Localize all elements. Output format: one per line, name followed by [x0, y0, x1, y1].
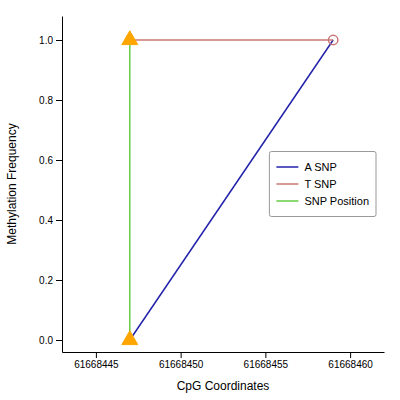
y-tick-label: 0.6 [39, 155, 53, 166]
x-tick: 61668450 [159, 352, 204, 370]
y-tick: 1.0 [39, 35, 62, 46]
x-axis: 61668445 61668450 61668455 61668460 [63, 352, 385, 370]
x-tick: 61668460 [328, 352, 373, 370]
plot: 616684456166845061668455616684600.00.20.… [5, 17, 385, 394]
y-tick: 0.6 [39, 155, 62, 166]
legend-label: SNP Position [304, 195, 369, 207]
x-tick-mark [265, 352, 266, 358]
legend: A SNP T SNP SNP Position [269, 152, 376, 217]
x-tick-mark [96, 352, 97, 358]
x-tick-mark [181, 352, 182, 358]
legend-label: T SNP [304, 178, 336, 190]
chart: 616684456166845061668455616684600.00.20.… [0, 0, 400, 400]
point-marker [328, 35, 337, 44]
point-marker [122, 31, 138, 45]
y-tick-mark [56, 160, 62, 161]
legend-swatch [276, 183, 298, 185]
x-tick-label: 61668455 [244, 359, 289, 370]
y-tick-label: 1.0 [39, 35, 53, 46]
y-tick-mark [56, 40, 62, 41]
x-tick-label: 61668460 [328, 359, 373, 370]
y-tick-mark [56, 340, 62, 341]
y-axis-line [62, 17, 63, 353]
y-tick-mark [56, 100, 62, 101]
legend-swatch [276, 166, 298, 168]
x-axis-line [63, 352, 385, 353]
x-axis-title: CpG Coordinates [177, 379, 270, 393]
y-tick: 0.8 [39, 95, 62, 106]
y-tick-mark [56, 220, 62, 221]
x-tick-label: 61668450 [159, 359, 204, 370]
y-tick-label: 0.8 [39, 95, 53, 106]
x-tick: 61668455 [244, 352, 289, 370]
y-tick-label: 0.2 [39, 275, 53, 286]
legend-swatch [276, 200, 298, 202]
marks [122, 31, 338, 345]
y-tick: 0.4 [39, 215, 62, 226]
y-tick: 0.2 [39, 275, 62, 286]
legend-box [269, 152, 376, 217]
y-tick-mark [56, 280, 62, 281]
x-tick-mark [350, 352, 351, 358]
y-tick: 0.0 [39, 335, 62, 346]
y-tick-label: 0.0 [39, 335, 53, 346]
y-axis: 0.0 0.2 0.4 0.6 0.8 1.0 [39, 17, 62, 353]
point-marker [122, 331, 138, 345]
x-tick: 61668445 [74, 352, 119, 370]
series-line [130, 39, 333, 41]
y-tick-label: 0.4 [39, 215, 53, 226]
x-tick-label: 61668445 [74, 359, 119, 370]
y-axis-title: Methylation Frequency [5, 123, 19, 244]
series-line [129, 40, 131, 340]
legend-label: A SNP [304, 161, 336, 173]
